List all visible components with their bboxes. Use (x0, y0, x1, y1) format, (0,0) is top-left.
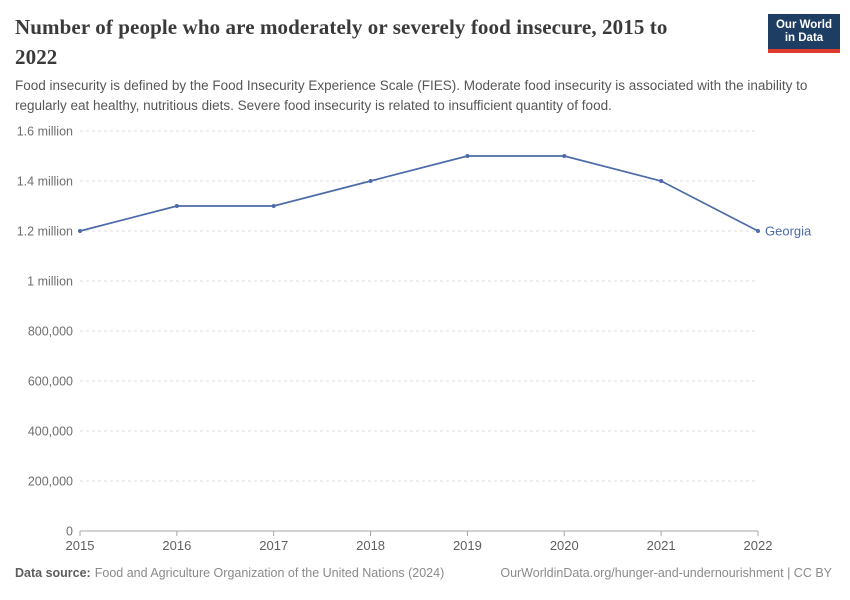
data-point-marker[interactable] (174, 204, 179, 208)
data-point-marker[interactable] (756, 229, 760, 233)
y-axis-tick-label: 1.2 million (17, 225, 73, 239)
data-point-marker[interactable] (368, 179, 373, 183)
y-axis-tick-label: 800,000 (28, 325, 73, 339)
y-axis-tick-label: 0 (66, 525, 73, 539)
owid-logo[interactable]: Our World in Data (768, 14, 840, 53)
y-axis-tick-label: 200,000 (28, 475, 73, 489)
series-entity-label[interactable]: Georgia (765, 224, 812, 239)
footer-url-license[interactable]: OurWorldinData.org/hunger-and-undernouri… (500, 566, 832, 580)
data-source-text: Food and Agriculture Organization of the… (94, 566, 445, 580)
x-axis-tick-label: 2020 (550, 538, 579, 553)
data-point-marker[interactable] (465, 154, 470, 158)
x-axis-tick-label: 2018 (356, 538, 385, 553)
x-axis-tick-label: 2021 (647, 538, 676, 553)
x-axis-tick-label: 2015 (66, 538, 95, 553)
chart-footer: Data source: Food and Agriculture Organiz… (15, 566, 832, 580)
data-point-marker[interactable] (78, 229, 82, 233)
line-series-georgia[interactable] (79, 155, 759, 232)
x-axis-tick-label: 2017 (259, 538, 288, 553)
x-axis-tick-label: 2019 (453, 538, 482, 553)
y-axis-tick-label: 1 million (27, 275, 73, 289)
y-axis-tick-label: 600,000 (28, 375, 73, 389)
y-axis-tick-label: 400,000 (28, 425, 73, 439)
data-point-marker[interactable] (271, 204, 276, 208)
owid-logo-line2: in Data (784, 32, 824, 44)
x-axis-tick-label: 2016 (162, 538, 191, 553)
owid-logo-line1: Our World (775, 19, 832, 31)
y-axis-tick-label: 1.4 million (17, 175, 73, 189)
data-point-marker[interactable] (562, 154, 567, 158)
chart-subtitle: Food insecurity is defined by the Food I… (15, 78, 808, 113)
data-source: Data source: Food and Agriculture Organiz… (15, 566, 444, 580)
x-axis-tick-label: 2022 (744, 538, 773, 553)
data-source-label: Data source: (15, 566, 91, 580)
data-point-marker[interactable] (659, 179, 664, 183)
y-axis-tick-label: 1.6 million (17, 125, 73, 139)
chart-title: Number of people who are moderately or s… (15, 15, 668, 69)
